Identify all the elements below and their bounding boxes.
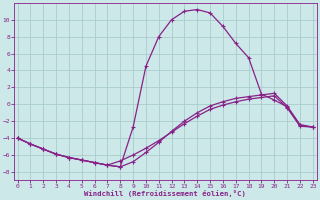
X-axis label: Windchill (Refroidissement éolien,°C): Windchill (Refroidissement éolien,°C) bbox=[84, 190, 246, 197]
